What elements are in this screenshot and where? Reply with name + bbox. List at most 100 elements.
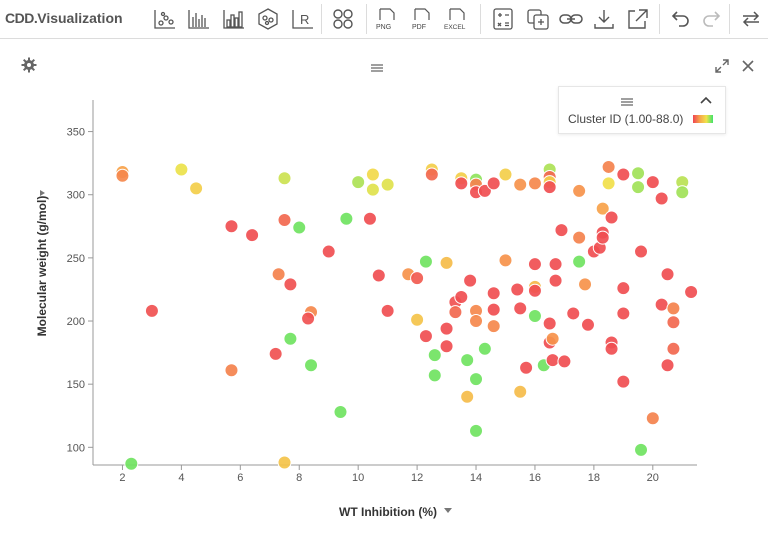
- data-point[interactable]: [542, 180, 557, 195]
- data-point[interactable]: [513, 177, 528, 192]
- data-point[interactable]: [189, 181, 204, 196]
- data-point[interactable]: [666, 315, 681, 330]
- y-axis-title[interactable]: Molecular weight (g/mol): [35, 196, 49, 337]
- data-point[interactable]: [224, 219, 239, 234]
- data-point[interactable]: [572, 230, 587, 245]
- data-point[interactable]: [486, 319, 501, 334]
- data-point[interactable]: [486, 286, 501, 301]
- data-point[interactable]: [660, 358, 675, 373]
- excel-export-icon[interactable]: EXCEL: [444, 7, 470, 31]
- data-point[interactable]: [301, 311, 316, 326]
- data-point[interactable]: [527, 308, 542, 323]
- data-point[interactable]: [542, 316, 557, 331]
- data-point[interactable]: [427, 368, 442, 383]
- data-point[interactable]: [427, 348, 442, 363]
- data-point[interactable]: [601, 176, 616, 191]
- data-point[interactable]: [527, 176, 542, 191]
- data-point[interactable]: [454, 176, 469, 191]
- data-point[interactable]: [616, 167, 631, 182]
- redo-icon[interactable]: [698, 7, 724, 31]
- undo-icon[interactable]: [668, 7, 694, 31]
- data-point[interactable]: [604, 210, 619, 225]
- data-point[interactable]: [513, 301, 528, 316]
- data-point[interactable]: [144, 303, 159, 318]
- cluster-icon[interactable]: [330, 7, 356, 31]
- data-point[interactable]: [604, 341, 619, 356]
- data-point[interactable]: [283, 331, 298, 346]
- data-point[interactable]: [439, 321, 454, 336]
- data-point[interactable]: [124, 456, 139, 471]
- chevron-up-icon[interactable]: [699, 92, 713, 104]
- data-point[interactable]: [660, 267, 675, 282]
- data-point[interactable]: [486, 176, 501, 191]
- x-axis-title[interactable]: WT Inhibition (%): [339, 505, 437, 519]
- data-point[interactable]: [684, 284, 699, 299]
- data-point[interactable]: [380, 303, 395, 318]
- data-point[interactable]: [418, 329, 433, 344]
- data-point[interactable]: [566, 306, 581, 321]
- data-point[interactable]: [469, 423, 484, 438]
- data-point[interactable]: [371, 268, 386, 283]
- data-point[interactable]: [595, 230, 610, 245]
- data-point[interactable]: [654, 191, 669, 206]
- open-external-icon[interactable]: [625, 7, 651, 31]
- close-icon[interactable]: [739, 57, 757, 75]
- data-point[interactable]: [666, 341, 681, 356]
- data-point[interactable]: [365, 167, 380, 182]
- data-point[interactable]: [666, 301, 681, 316]
- data-point[interactable]: [616, 306, 631, 321]
- data-point[interactable]: [545, 331, 560, 346]
- data-point[interactable]: [424, 167, 439, 182]
- add-copy-icon[interactable]: [525, 7, 551, 31]
- data-point[interactable]: [277, 212, 292, 227]
- data-point[interactable]: [277, 455, 292, 470]
- data-point[interactable]: [527, 283, 542, 298]
- data-point[interactable]: [410, 312, 425, 327]
- data-point[interactable]: [365, 182, 380, 197]
- data-point[interactable]: [486, 302, 501, 317]
- data-point[interactable]: [545, 353, 560, 368]
- data-point[interactable]: [498, 167, 513, 182]
- y-axis-dropdown-icon[interactable]: [40, 190, 45, 196]
- data-point[interactable]: [519, 360, 534, 375]
- data-point[interactable]: [616, 281, 631, 296]
- data-point[interactable]: [277, 171, 292, 186]
- data-point[interactable]: [634, 244, 649, 259]
- data-point[interactable]: [292, 220, 307, 235]
- molecule-icon[interactable]: [255, 7, 281, 31]
- data-point[interactable]: [572, 183, 587, 198]
- data-point[interactable]: [548, 257, 563, 272]
- data-point[interactable]: [418, 254, 433, 269]
- bar-chart-icon[interactable]: [186, 7, 212, 31]
- scatter-plot-icon[interactable]: [152, 7, 178, 31]
- data-point[interactable]: [463, 273, 478, 288]
- data-point[interactable]: [333, 404, 348, 419]
- data-point[interactable]: [527, 257, 542, 272]
- data-point[interactable]: [460, 353, 475, 368]
- refresh-icon[interactable]: [738, 7, 764, 31]
- histogram-icon[interactable]: [221, 7, 247, 31]
- data-point[interactable]: [224, 363, 239, 378]
- data-point[interactable]: [304, 358, 319, 373]
- data-point[interactable]: [410, 271, 425, 286]
- x-axis-dropdown-icon[interactable]: [444, 508, 452, 513]
- data-point[interactable]: [469, 314, 484, 329]
- gear-icon[interactable]: [20, 56, 38, 74]
- data-point[interactable]: [631, 166, 646, 181]
- data-point[interactable]: [460, 389, 475, 404]
- data-point[interactable]: [351, 175, 366, 190]
- drag-handle-icon[interactable]: [370, 60, 384, 72]
- expand-icon[interactable]: [713, 57, 731, 75]
- data-point[interactable]: [454, 290, 469, 305]
- data-point[interactable]: [580, 317, 595, 332]
- data-point[interactable]: [510, 282, 525, 297]
- data-point[interactable]: [578, 277, 593, 292]
- data-point[interactable]: [645, 175, 660, 190]
- data-point[interactable]: [362, 211, 377, 226]
- data-point[interactable]: [601, 159, 616, 174]
- data-point[interactable]: [513, 384, 528, 399]
- data-point[interactable]: [321, 244, 336, 259]
- data-point[interactable]: [548, 273, 563, 288]
- download-icon[interactable]: [591, 7, 617, 31]
- data-point[interactable]: [477, 183, 492, 198]
